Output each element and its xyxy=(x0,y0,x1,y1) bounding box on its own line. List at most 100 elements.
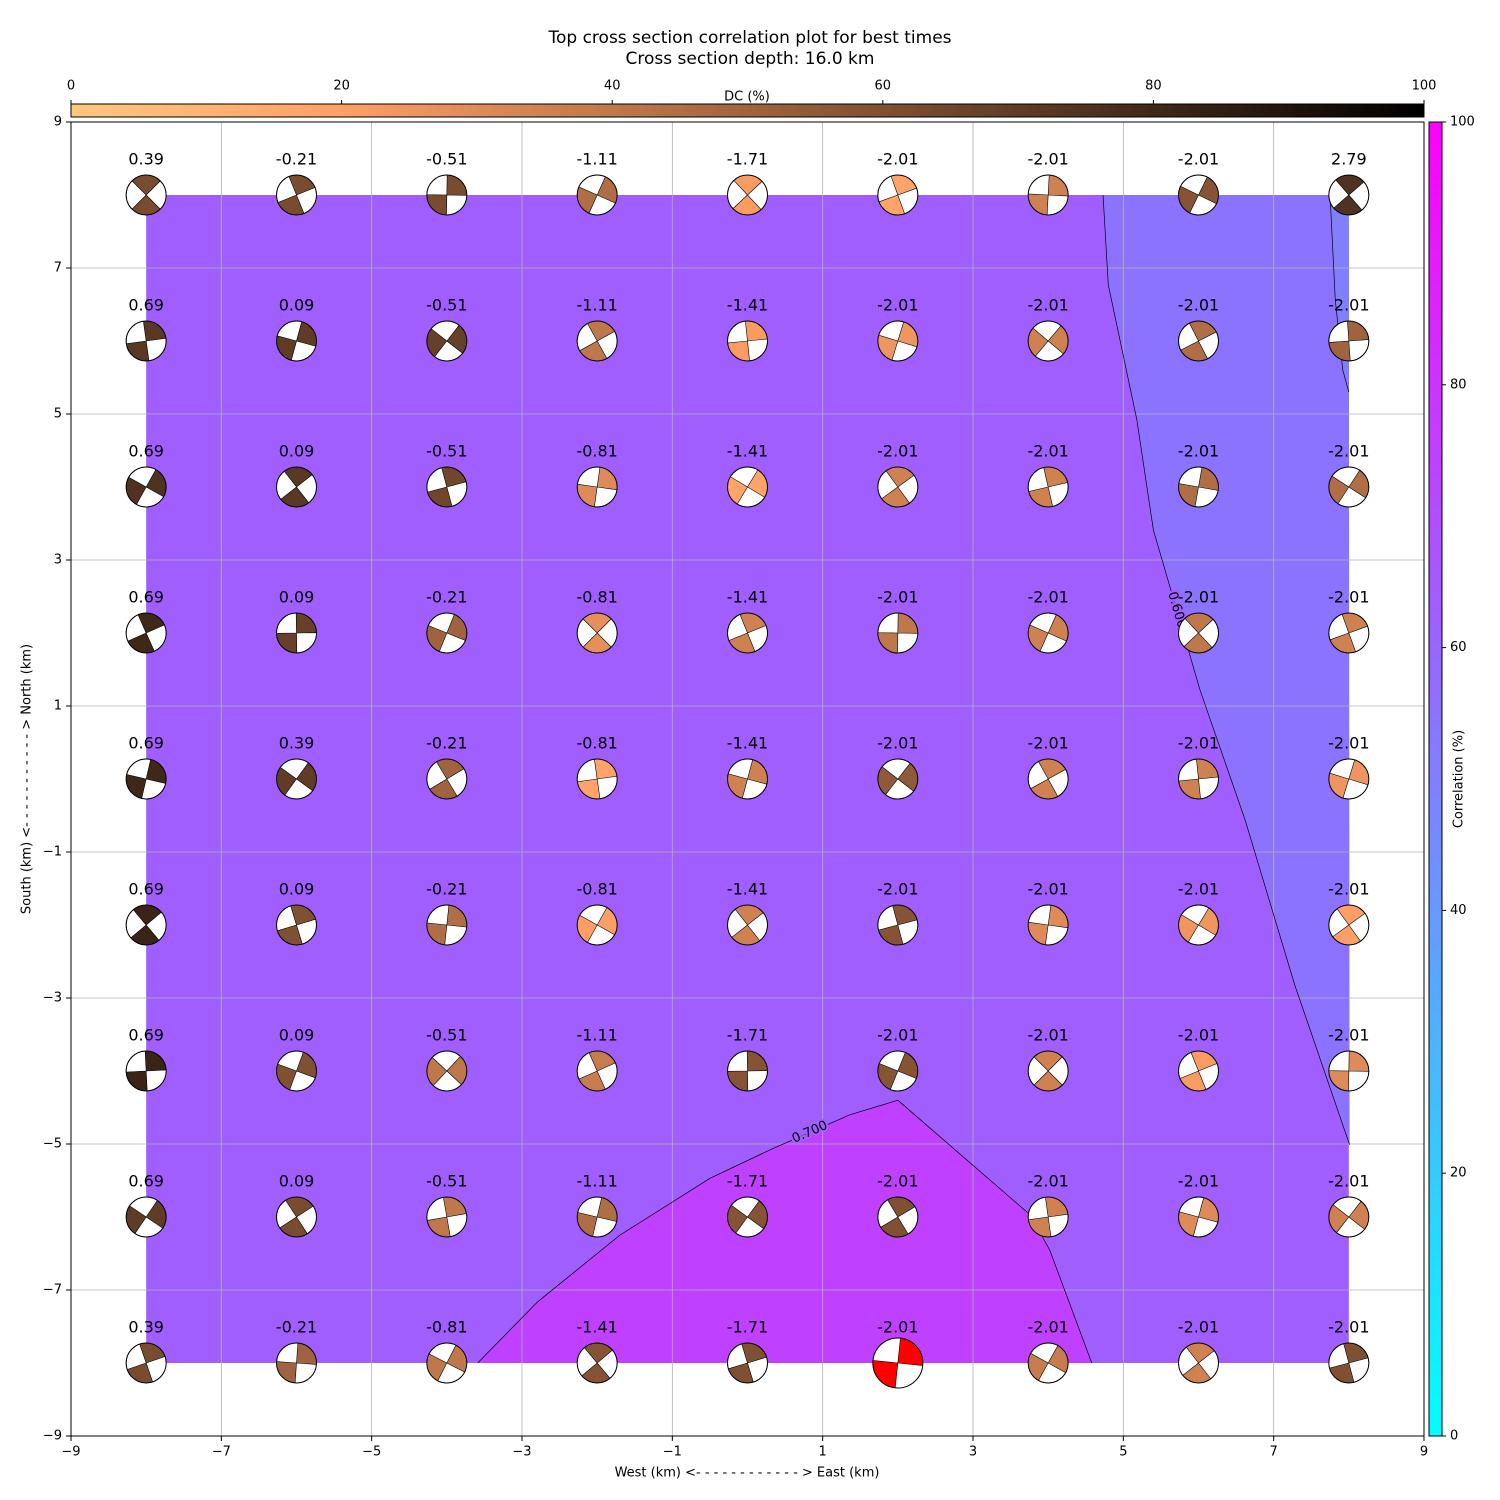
beachball xyxy=(276,320,317,362)
point-label: -0.21 xyxy=(426,880,467,899)
beachball-outline xyxy=(1027,612,1069,654)
beachball-outline xyxy=(727,1196,768,1238)
dc-colorbar-tick-label: 100 xyxy=(1412,79,1437,94)
beachball-outline xyxy=(1328,1050,1370,1092)
point-label: 0.69 xyxy=(128,880,164,899)
beachball xyxy=(426,1342,468,1384)
beachball-outline xyxy=(125,612,167,654)
beachball-outline xyxy=(426,758,468,800)
beachball xyxy=(426,466,468,508)
beachball-outline xyxy=(877,758,919,800)
point-label: -2.01 xyxy=(877,442,918,461)
colorbar-label: Correlation (%) xyxy=(1452,730,1467,828)
beachball-outline xyxy=(426,466,468,508)
beachball-outline xyxy=(276,1342,317,1384)
y-tick-label: 3 xyxy=(54,553,62,568)
point-label: 0.09 xyxy=(279,1172,315,1191)
point-label: -2.01 xyxy=(877,150,918,169)
beachball xyxy=(877,612,919,654)
dc-colorbar-tick-label: 40 xyxy=(604,79,621,94)
point-label: -2.01 xyxy=(1178,296,1219,315)
x-tick-label: 1 xyxy=(819,1445,827,1460)
beachball-outline xyxy=(276,612,317,654)
beachball xyxy=(276,174,317,216)
dc-colorbar-label: DC (%) xyxy=(724,90,770,105)
point-label: -1.71 xyxy=(727,1318,768,1337)
beachball-outline xyxy=(426,320,468,362)
beachball xyxy=(276,758,317,800)
point-label: -1.41 xyxy=(727,588,768,607)
point-label: 0.09 xyxy=(279,880,315,899)
beachball-outline xyxy=(1328,612,1370,654)
point-label: -2.01 xyxy=(1328,1026,1369,1045)
colorbar xyxy=(1428,121,1443,1437)
point-label: 0.39 xyxy=(279,734,315,753)
beachball-outline xyxy=(1328,466,1370,508)
point-label: -2.01 xyxy=(1178,442,1219,461)
beachball-outline xyxy=(1027,1196,1069,1238)
chart-title: Top cross section correlation plot for b… xyxy=(547,28,951,48)
beachball xyxy=(1027,758,1069,800)
y-tick-label: 9 xyxy=(54,115,62,130)
point-label: 2.79 xyxy=(1331,150,1367,169)
beachball-outline xyxy=(125,1050,167,1092)
x-axis-label: West (km) <- - - - - - - - - - - - > Eas… xyxy=(615,1466,880,1481)
correlation-region xyxy=(1103,195,1350,1145)
beachball xyxy=(1328,758,1370,800)
beachball xyxy=(1027,1050,1069,1092)
point-label: -2.01 xyxy=(1027,734,1068,753)
point-label: -2.01 xyxy=(1328,588,1369,607)
x-tick-label: 9 xyxy=(1420,1445,1428,1460)
beachball xyxy=(1178,1050,1219,1092)
beachball-outline xyxy=(426,612,468,654)
y-tick-label: 5 xyxy=(54,407,62,422)
beachball xyxy=(426,1196,468,1238)
beachball-outline xyxy=(1328,904,1370,946)
beachball xyxy=(576,904,618,946)
point-label: -1.41 xyxy=(727,442,768,461)
point-label: -2.01 xyxy=(877,1026,918,1045)
point-label: -0.51 xyxy=(426,1026,467,1045)
colorbar-tick-label: 40 xyxy=(1450,903,1467,918)
point-label: -2.01 xyxy=(877,880,918,899)
beachball-outline xyxy=(877,1050,919,1092)
point-label: -1.11 xyxy=(576,1172,617,1191)
beachball-outline xyxy=(727,758,768,800)
point-label: -2.01 xyxy=(1027,442,1068,461)
beachball-outline xyxy=(576,1342,618,1384)
point-label: -1.41 xyxy=(727,734,768,753)
beachball-outline xyxy=(576,904,618,946)
point-label: -1.41 xyxy=(727,880,768,899)
y-tick-label: −7 xyxy=(43,1283,62,1298)
beachball xyxy=(1027,1342,1069,1384)
point-label: 0.39 xyxy=(128,150,164,169)
x-tick-label: 3 xyxy=(969,1445,977,1460)
beachball xyxy=(1178,174,1219,216)
beachball-outline xyxy=(877,612,919,654)
point-label: -0.21 xyxy=(276,150,317,169)
beachball-outline xyxy=(877,1196,919,1238)
point-label: -1.11 xyxy=(576,150,617,169)
colorbar-tick-label: 100 xyxy=(1450,115,1475,130)
colorbar-tick-label: 0 xyxy=(1450,1429,1458,1444)
x-tick-label: −7 xyxy=(212,1445,231,1460)
beachball xyxy=(125,612,167,654)
y-tick-label: −5 xyxy=(43,1137,62,1152)
dc-colorbar xyxy=(70,103,1425,118)
beachball xyxy=(1178,466,1219,508)
point-label: -2.01 xyxy=(1178,150,1219,169)
point-label: -1.41 xyxy=(576,1318,617,1337)
point-label: -2.01 xyxy=(877,588,918,607)
beachball-outline xyxy=(125,1196,167,1238)
point-label: -2.01 xyxy=(1027,1026,1068,1045)
beachball-outline xyxy=(1178,1342,1219,1384)
point-label: 0.69 xyxy=(128,1026,164,1045)
point-label: -2.01 xyxy=(1328,1318,1369,1337)
beachball xyxy=(877,904,919,946)
point-label: 0.39 xyxy=(128,1318,164,1337)
beachball-outline xyxy=(872,1337,924,1389)
point-label: -2.01 xyxy=(1328,1172,1369,1191)
beachball-outline xyxy=(426,1342,468,1384)
beachball xyxy=(1027,1196,1069,1238)
dc-colorbar-tick-label: 20 xyxy=(333,79,350,94)
